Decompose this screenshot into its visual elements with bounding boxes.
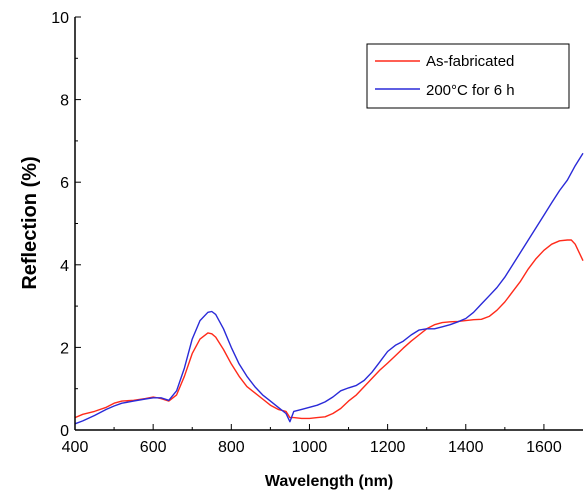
legend-box bbox=[366, 43, 570, 109]
x-tick-label: 1000 bbox=[292, 439, 328, 456]
x-tick-label: 1200 bbox=[370, 439, 406, 456]
y-axis-title: Reflection (%) bbox=[19, 156, 41, 289]
ticks-layer: 400 600 800 1000 1200 1400 1600 0 2 4 6 8 10 bbox=[51, 10, 562, 456]
x-tick-label: 400 bbox=[62, 439, 89, 456]
series-layer bbox=[74, 152, 584, 425]
y-tick-label: 8 bbox=[60, 93, 69, 110]
x-tick-label: 800 bbox=[218, 439, 245, 456]
legend-label-as-fabricated: As-fabricated bbox=[426, 53, 514, 70]
y-tick-label: 4 bbox=[60, 258, 69, 275]
y-tick-label: 0 bbox=[60, 423, 69, 440]
x-tick-label: 1600 bbox=[526, 439, 562, 456]
series-line-1 bbox=[74, 152, 584, 425]
x-axis-title: Wavelength (nm) bbox=[265, 473, 393, 490]
x-tick-label: 600 bbox=[140, 439, 167, 456]
y-tick-label: 10 bbox=[51, 10, 69, 27]
legend: As-fabricated 200°C for 6 h bbox=[366, 43, 570, 109]
x-tick-label: 1400 bbox=[448, 439, 484, 456]
series-line-0 bbox=[74, 239, 584, 420]
y-tick-label: 6 bbox=[60, 175, 69, 192]
y-tick-label: 2 bbox=[60, 340, 69, 357]
legend-label-200c-6h: 200°C for 6 h bbox=[426, 82, 515, 99]
